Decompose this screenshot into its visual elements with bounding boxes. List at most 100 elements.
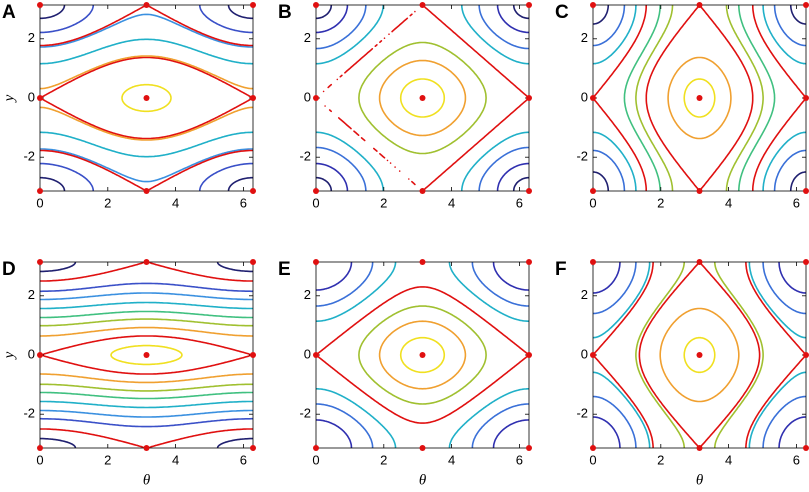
equilibrium-point [696, 188, 703, 194]
equilibrium-point [250, 2, 256, 8]
equilibrium-point [590, 445, 596, 451]
contour-line [316, 5, 529, 191]
equilibrium-point [696, 2, 703, 8]
y-tick-label: 2 [28, 30, 35, 45]
equilibrium-point [590, 352, 596, 358]
contour-line [683, 78, 716, 118]
contour-line [316, 5, 529, 191]
x-tick-label: 6 [793, 195, 800, 210]
equilibrium-point [803, 95, 809, 101]
equilibrium-point [526, 445, 532, 451]
equilibrium-point [696, 352, 703, 358]
contour-line [378, 320, 467, 390]
x-tick-label: 2 [104, 452, 111, 467]
equilibrium-point [143, 259, 150, 265]
y-tick-label: 0 [28, 346, 35, 361]
x-tick-label: 2 [104, 195, 111, 210]
y-tick-label: -2 [576, 149, 588, 164]
equilibrium-point [696, 445, 703, 451]
contour-line [40, 326, 253, 384]
contour-line [659, 307, 740, 403]
equilibrium-point [419, 188, 426, 194]
contour-line [358, 305, 487, 405]
contour-line [593, 5, 806, 191]
contour-line [40, 301, 253, 409]
equilibrium-point [313, 188, 319, 194]
x-tick-label: 6 [240, 452, 247, 467]
contours [316, 5, 529, 191]
equilibrium-point [250, 352, 256, 358]
contour-line [593, 262, 806, 448]
equilibrium-point [803, 188, 809, 194]
contour-line [40, 5, 253, 191]
x-tick-label: 0 [589, 452, 596, 467]
equilibrium-point [419, 445, 426, 451]
equilibrium-point [37, 95, 43, 101]
contours [40, 262, 253, 448]
contour-line [40, 292, 253, 418]
x-tick-label: 2 [657, 195, 664, 210]
x-tick-label: 6 [516, 195, 523, 210]
equilibrium-point [313, 352, 319, 358]
contour-line [40, 38, 253, 158]
contour-line [322, 5, 529, 191]
x-axis-label: θ [696, 472, 704, 488]
equilibrium-point [313, 259, 319, 265]
contour-line [316, 262, 529, 448]
y-tick-label: -2 [576, 406, 588, 421]
x-tick-label: 4 [172, 452, 179, 467]
equilibrium-point [526, 352, 532, 358]
equilibrium-point [590, 95, 596, 101]
x-tick-label: 2 [380, 452, 387, 467]
contour-line [40, 262, 253, 448]
equilibrium-point [803, 2, 809, 8]
x-tick-label: 6 [516, 452, 523, 467]
contour-line [399, 336, 446, 374]
x-tick-label: 0 [312, 452, 319, 467]
contour-line [399, 78, 446, 118]
contour-line [316, 262, 529, 448]
panel-label: F [555, 259, 567, 280]
equilibrium-point [313, 95, 319, 101]
equilibrium-point [313, 445, 319, 451]
equilibrium-point [419, 259, 426, 265]
contour-line [40, 282, 253, 428]
equilibrium-point [250, 95, 256, 101]
contour-line [40, 262, 253, 448]
equilibrium-point [526, 95, 532, 101]
contour-line [378, 59, 467, 137]
equilibrium-point [37, 352, 43, 358]
equilibrium-point [419, 95, 426, 101]
contour-line [316, 5, 529, 191]
equilibrium-point [590, 259, 596, 265]
equilibrium-point [143, 95, 150, 101]
equilibrium-point [590, 188, 596, 194]
equilibrium-point [803, 352, 809, 358]
contour-line [40, 310, 253, 400]
equilibrium-point [37, 188, 43, 194]
panel-label: D [2, 259, 16, 280]
equilibrium-point [696, 95, 703, 101]
equilibrium-point [803, 259, 809, 265]
y-tick-label: 2 [304, 287, 311, 302]
equilibrium-point [37, 259, 43, 265]
equilibrium-point [696, 259, 703, 265]
contour-line [40, 55, 253, 141]
contour-line [110, 344, 183, 366]
contours [40, 5, 253, 191]
equilibrium-point [419, 352, 426, 358]
contour-line [635, 262, 764, 448]
contour-line [645, 5, 754, 191]
equilibrium-point [143, 352, 150, 358]
panel-label: A [2, 2, 16, 23]
y-tick-label: 0 [581, 346, 588, 361]
contour-line [316, 262, 529, 448]
y-tick-label: -2 [23, 149, 35, 164]
contour-line [683, 336, 716, 374]
y-tick-label: 2 [581, 30, 588, 45]
equilibrium-point [143, 445, 150, 451]
x-tick-label: 0 [589, 195, 596, 210]
